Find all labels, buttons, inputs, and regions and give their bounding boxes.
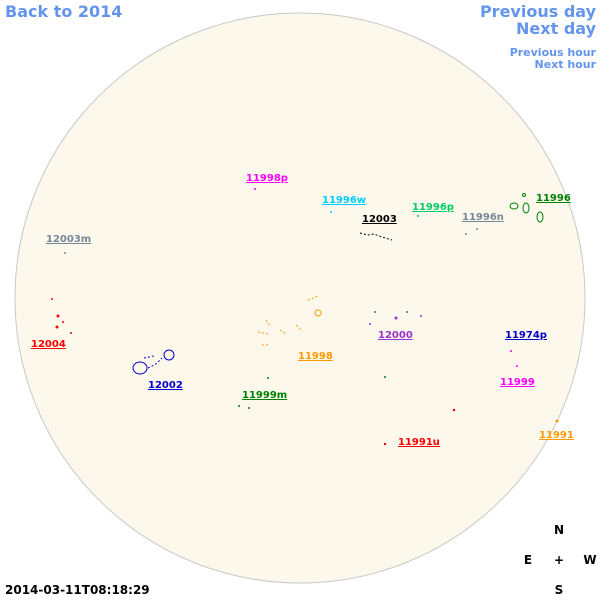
region-label[interactable]: 12003m: [46, 234, 91, 245]
timestamp: 2014-03-11T08:18:29: [5, 583, 150, 597]
compass-east: E: [524, 553, 532, 567]
region-label[interactable]: 11998: [298, 351, 333, 362]
previous-day-link[interactable]: Previous day: [480, 2, 597, 21]
region-label[interactable]: 11999m: [242, 390, 287, 401]
compass-south: S: [555, 583, 564, 597]
compass-center: +: [554, 553, 564, 567]
region-label[interactable]: 12003: [362, 214, 397, 225]
compass-west: W: [583, 553, 596, 567]
region-label[interactable]: 12000: [378, 330, 413, 341]
region-label[interactable]: 11999: [500, 377, 535, 388]
compass-north: N: [554, 523, 564, 537]
region-label[interactable]: 11996w: [322, 195, 366, 206]
next-day-link[interactable]: Next day: [516, 19, 597, 38]
previous-hour-link[interactable]: Previous hour: [510, 46, 597, 59]
region-label[interactable]: 11996: [536, 193, 571, 204]
region-label[interactable]: 11991u: [398, 437, 440, 448]
back-link[interactable]: Back to 2014: [5, 2, 122, 21]
region-label[interactable]: 11996n: [462, 212, 504, 223]
region-label[interactable]: 11974p: [505, 330, 547, 341]
region-label[interactable]: 11996p: [412, 202, 454, 213]
region-label[interactable]: 11991: [539, 430, 574, 441]
region-label[interactable]: 12002: [148, 380, 183, 391]
region-label[interactable]: 12004: [31, 339, 66, 350]
region-label[interactable]: 11998p: [246, 173, 288, 184]
next-hour-link[interactable]: Next hour: [535, 58, 597, 71]
solar-disk: [14, 12, 586, 584]
sunspots: [51, 188, 559, 446]
